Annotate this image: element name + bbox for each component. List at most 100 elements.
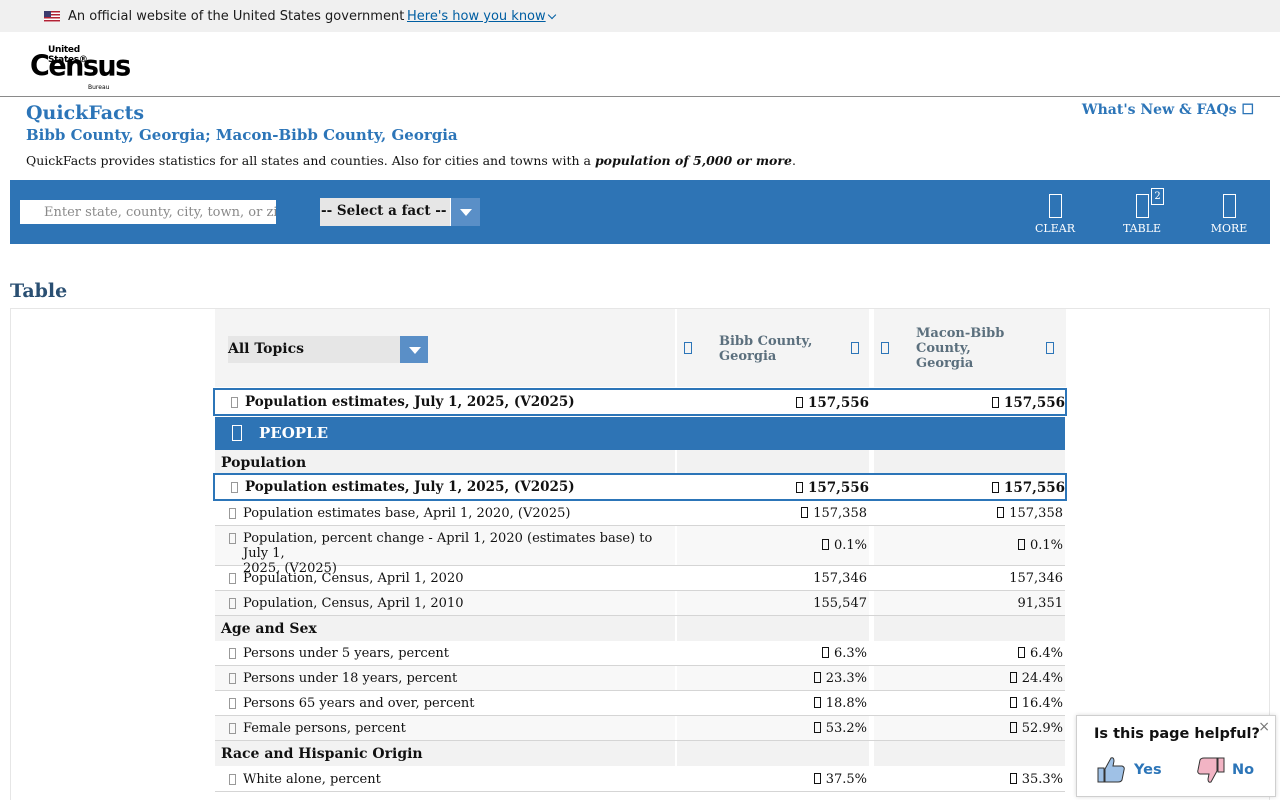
whats-new-faqs-link[interactable]: What's New & FAQs ☐ — [1081, 102, 1254, 118]
category-cell — [874, 616, 1065, 641]
row-label: Population estimates base, April 1, 2020… — [243, 506, 571, 521]
value-flag-icon[interactable] — [1009, 773, 1017, 784]
remove-column-icon[interactable] — [1046, 342, 1054, 354]
row-value-cell: 6.4% — [874, 641, 1065, 665]
row-label: Population estimates, July 1, 2025, (V20… — [245, 394, 575, 410]
table-row[interactable]: Population, Census, April 1, 2010 155,54… — [215, 591, 1065, 616]
value-text: 157,556 — [807, 395, 869, 411]
table-row[interactable]: Population, percent change - April 1, 20… — [215, 526, 1065, 576]
row-label-cell: Female persons, percent — [215, 716, 675, 740]
row-info-icon[interactable] — [229, 673, 236, 684]
value-flag-icon[interactable] — [997, 507, 1005, 518]
row-info-icon[interactable] — [229, 508, 236, 519]
row-value: 52.9% — [1009, 721, 1063, 736]
clear-icon — [1048, 194, 1062, 218]
page-description: QuickFacts provides statistics for all s… — [26, 153, 796, 168]
value-flag-icon[interactable] — [1017, 539, 1025, 550]
row-label-line: Population, percent change - April 1, 20… — [243, 531, 653, 561]
row-label-cell: Persons under 18 years, percent — [215, 666, 675, 690]
all-topics-label: All Topics — [228, 341, 305, 357]
table-row[interactable]: Population, Census, April 1, 2020 157,34… — [215, 566, 1065, 591]
column-info-icon[interactable] — [684, 342, 692, 354]
row-label: Female persons, percent — [243, 721, 406, 736]
value-flag-icon[interactable] — [821, 539, 829, 550]
value-text: 52.9% — [1021, 721, 1063, 736]
value-text: 157,358 — [1009, 506, 1063, 521]
table-row[interactable]: Persons under 5 years, percent 6.3% 6.4% — [215, 641, 1065, 666]
value-flag-icon[interactable] — [813, 697, 821, 708]
value-flag-icon[interactable] — [813, 773, 821, 784]
value-text: 37.5% — [825, 772, 867, 787]
value-text: 6.4% — [1029, 646, 1063, 661]
value-flag-icon[interactable] — [991, 397, 999, 408]
row-info-icon[interactable] — [229, 648, 236, 659]
value-flag-icon[interactable] — [795, 482, 803, 493]
row-value: 157,346 — [1009, 571, 1063, 586]
row-info-icon[interactable] — [231, 397, 238, 408]
table-row[interactable]: White alone, percent 37.5% 35.3% — [215, 767, 1065, 792]
select-fact-dropdown[interactable]: -- Select a fact -- — [320, 198, 480, 226]
table-row[interactable]: Persons under 18 years, percent 23.3% 24… — [215, 666, 1065, 691]
row-value-cell: 0.1% — [874, 526, 1065, 565]
search-input[interactable] — [20, 200, 276, 224]
heres-how-you-know-link[interactable]: Here's how you know — [407, 9, 546, 24]
table-row[interactable]: Population estimates, July 1, 2025, (V20… — [213, 473, 1067, 501]
column-title-bibb: Bibb County, Georgia — [719, 334, 812, 364]
section-header-people[interactable]: PEOPLE — [215, 417, 1065, 450]
value-flag-icon[interactable] — [795, 397, 803, 408]
row-value: 157,358 — [997, 506, 1063, 521]
dropdown-arrow-icon — [450, 198, 480, 226]
value-text: 157,556 — [807, 480, 869, 496]
value-flag-icon[interactable] — [813, 722, 821, 733]
more-button[interactable]: MORE — [1199, 192, 1259, 236]
value-flag-icon[interactable] — [1009, 672, 1017, 683]
row-info-icon[interactable] — [229, 774, 236, 785]
all-topics-dropdown[interactable]: All Topics — [228, 336, 428, 363]
table-row[interactable]: Persons 65 years and over, percent 18.8%… — [215, 691, 1065, 716]
value-text: 18.8% — [825, 696, 867, 711]
table-row[interactable]: Female persons, percent 53.2% 52.9% — [215, 716, 1065, 741]
gov-banner-text: An official website of the United States… — [68, 9, 405, 24]
gov-banner: An official website of the United States… — [0, 0, 1280, 32]
page-title: QuickFacts — [26, 102, 145, 124]
row-info-icon[interactable] — [231, 482, 238, 493]
column-header-macon-bibb: Macon-Bibb County, Georgia — [874, 309, 1066, 387]
headline-fact-row[interactable]: Population estimates, July 1, 2025, (V20… — [213, 388, 1067, 416]
remove-column-icon[interactable] — [851, 342, 859, 354]
thumbs-down-icon — [1197, 757, 1225, 783]
row-info-icon[interactable] — [229, 533, 236, 544]
value-flag-icon[interactable] — [1009, 722, 1017, 733]
value-flag-icon[interactable] — [991, 482, 999, 493]
page-helpful-widget: Is this page helpful? × Yes No — [1076, 715, 1276, 797]
census-logo[interactable]: United States® Census Bureau — [30, 45, 131, 91]
close-icon[interactable]: × — [1258, 719, 1270, 735]
chevron-down-icon[interactable] — [547, 10, 557, 20]
table-row[interactable]: Population estimates base, April 1, 2020… — [215, 501, 1065, 526]
row-info-icon[interactable] — [229, 573, 236, 584]
more-icon — [1222, 194, 1236, 218]
row-label-cell: Population estimates base, April 1, 2020… — [215, 501, 675, 525]
row-value: 157,346 — [813, 571, 867, 586]
row-value: 35.3% — [1009, 772, 1063, 787]
description-emphasis: population of 5,000 or more — [594, 153, 792, 168]
helpful-question: Is this page helpful? — [1094, 726, 1260, 742]
logo-bureau: Bureau — [88, 84, 110, 91]
value-flag-icon[interactable] — [813, 672, 821, 683]
row-info-icon[interactable] — [229, 598, 236, 609]
row-info-icon[interactable] — [229, 723, 236, 734]
table-button[interactable]: 2 TABLE — [1112, 188, 1172, 236]
clear-button[interactable]: CLEAR — [1025, 192, 1085, 236]
value-flag-icon[interactable] — [1017, 647, 1025, 658]
column-info-icon[interactable] — [881, 342, 889, 354]
row-label-cell: Population estimates, July 1, 2025, (V20… — [217, 475, 677, 499]
value-flag-icon[interactable] — [801, 507, 809, 518]
helpful-no-button[interactable]: No — [1195, 754, 1265, 786]
helpful-yes-button[interactable]: Yes — [1095, 754, 1175, 786]
row-info-icon[interactable] — [229, 698, 236, 709]
value-flag-icon[interactable] — [821, 647, 829, 658]
value-flag-icon[interactable] — [1009, 697, 1017, 708]
value-text: 0.1% — [833, 538, 867, 553]
row-value: 6.4% — [1017, 646, 1063, 661]
category-row-age-and-sex: Age and Sex — [215, 616, 1065, 641]
thumbs-up-icon — [1097, 757, 1125, 783]
